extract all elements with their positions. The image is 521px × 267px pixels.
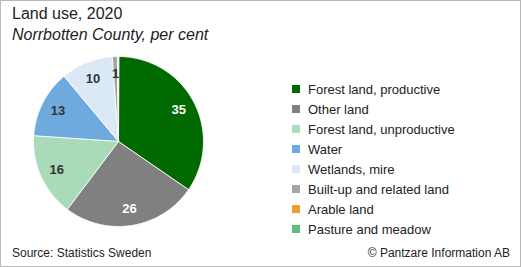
- html-text:© Pantzare Information AB: © Pantzare Information AB: [367, 246, 510, 260]
- html-text:Water: Water: [308, 141, 343, 157]
- html-text:Land use, 2020: Land use, 2020: [12, 5, 123, 22]
- html-text:Pasture and meadow: Pasture and meadow: [308, 221, 431, 237]
- html-text:Arable land: Arable land: [308, 201, 374, 217]
- svg-text:26: 26: [122, 201, 136, 216]
- svg-text:10: 10: [86, 71, 100, 86]
- svg-text:35: 35: [171, 102, 185, 117]
- html-text:Other land: Other land: [308, 101, 369, 117]
- html-text:Source: Statistics Sweden: Source: Statistics Sweden: [12, 246, 152, 260]
- html-text:Built-up and related land: Built-up and related land: [308, 181, 449, 197]
- html-text:Forest land, unproductive: Forest land, unproductive: [308, 121, 455, 137]
- html-text:Wetlands, mire: Wetlands, mire: [308, 161, 395, 177]
- svg-text:16: 16: [49, 162, 63, 177]
- html-text:Forest land, productive: Forest land, productive: [308, 81, 441, 97]
- html-text:Norrbotten County, per cent: Norrbotten County, per cent: [12, 26, 209, 43]
- svg-text:1: 1: [112, 66, 119, 81]
- svg-text:13: 13: [51, 103, 65, 118]
